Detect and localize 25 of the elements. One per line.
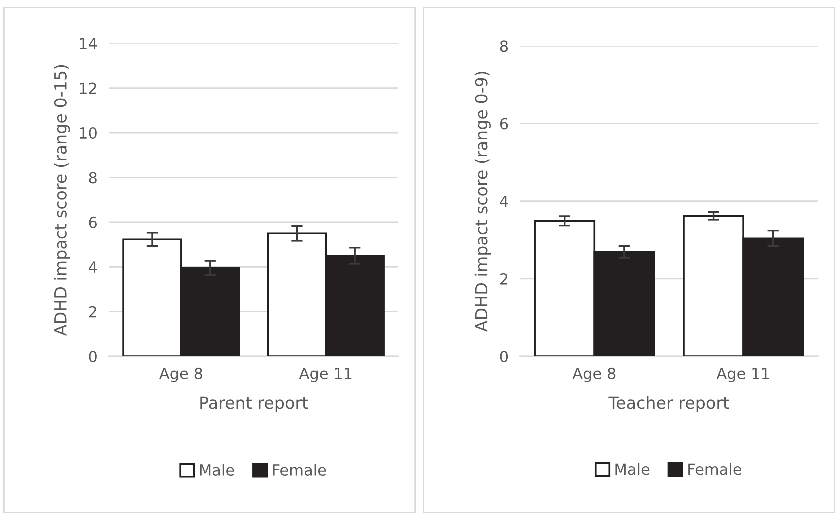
y-tick-label: 8 <box>89 172 97 184</box>
y-axis-title: ADHD impact score (range 0-9) <box>474 72 492 332</box>
y-tick-label: 6 <box>89 216 97 228</box>
x-axis-title: Teacher report <box>608 396 730 412</box>
y-tick-label: 10 <box>80 127 97 140</box>
y-tick-label: 4 <box>88 262 98 273</box>
legend-label: Male <box>616 463 650 476</box>
y-tick-label: 2 <box>89 306 96 318</box>
y-tick-label: 4 <box>500 196 508 208</box>
x-tick-label: Age 8 <box>572 368 616 382</box>
y-tick-label: 14 <box>80 38 98 50</box>
legend-label: Female <box>688 463 742 476</box>
y-tick-label: 12 <box>80 82 96 94</box>
y-tick-label: 0 <box>89 351 97 363</box>
y-tick-label: 0 <box>500 351 508 363</box>
y-tick-label: 8 <box>500 40 508 52</box>
y-tick-label: 2 <box>500 273 508 285</box>
x-tick-label: Age 11 <box>299 368 352 382</box>
x-tick-label: Age 11 <box>716 368 770 382</box>
x-tick-label: Age 8 <box>159 368 202 382</box>
y-tick-label: 6 <box>500 118 508 130</box>
legend-label: Male <box>200 464 234 476</box>
y-axis-title: ADHD impact score (range 0-15) <box>54 65 70 336</box>
legend-label: Female <box>273 464 326 476</box>
x-axis-title: Parent report <box>200 396 308 412</box>
